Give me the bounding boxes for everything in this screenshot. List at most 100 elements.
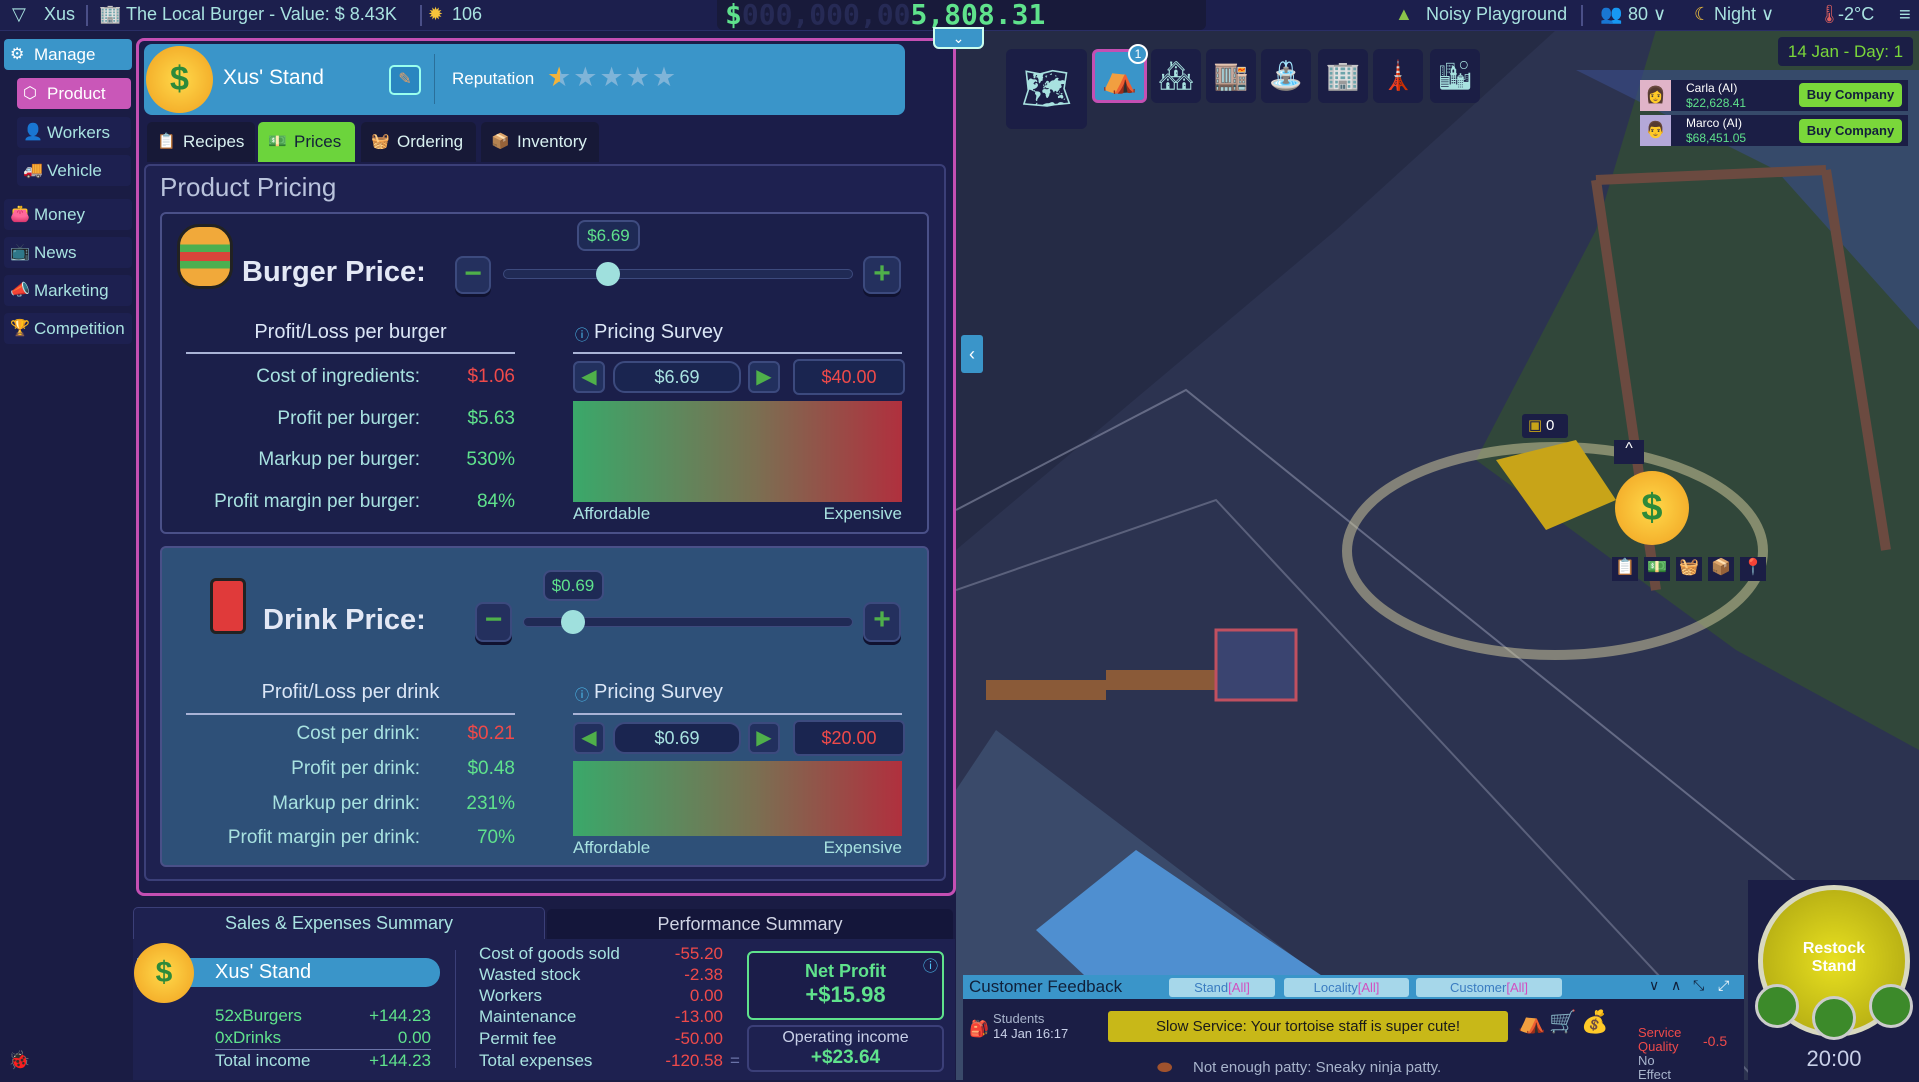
burger-price-slider[interactable]	[503, 269, 853, 279]
tab-label: Inventory	[517, 132, 587, 151]
burger-price-slider-handle[interactable]	[596, 262, 620, 286]
filter-customer[interactable]: Customer[All]	[1416, 978, 1562, 997]
row-value: $0.21	[467, 723, 515, 744]
filter-label: Locality	[1313, 980, 1358, 995]
chevron-down-icon: ∨	[1653, 4, 1667, 24]
sidebar-label: News	[34, 243, 77, 262]
arrow-right-icon: ▶	[756, 366, 772, 388]
star-icon: ★	[547, 62, 574, 92]
play-speed-2-button[interactable]	[1812, 996, 1856, 1040]
chevron-up-icon[interactable]: ∧	[1671, 977, 1682, 993]
time-of-day-dropdown[interactable]: Night ∨	[1714, 4, 1774, 25]
location-tower-icon[interactable]: 🏙	[1430, 49, 1480, 103]
bug-report-icon[interactable]: 🐞	[8, 1050, 31, 1070]
sidebar-item-money[interactable]: 👛 Money	[4, 199, 132, 230]
equals-sign: =	[730, 1051, 740, 1070]
edit-name-pencil-icon[interactable]: ✎	[389, 65, 421, 95]
player-name[interactable]: Xus	[44, 4, 76, 24]
drink-price-decrease-button[interactable]: −	[475, 602, 512, 642]
row-value: $5.63	[467, 408, 515, 429]
clipboard-icon: 📋	[157, 133, 176, 150]
row-label: Profit margin per burger:	[214, 491, 420, 512]
population-dropdown[interactable]: 80 ∨	[1628, 4, 1666, 25]
podium-icon: 🏆	[10, 320, 30, 337]
chevron-up-icon[interactable]: ^	[1614, 440, 1644, 464]
stand-avatar-money-bag-icon[interactable]: $	[1615, 471, 1689, 545]
expensive-label: Expensive	[823, 838, 902, 857]
sidebar-item-product[interactable]: ⬡ Product	[17, 78, 131, 109]
minimize-icon[interactable]: ⤡	[1693, 977, 1705, 993]
burger-price-title: Burger Price:	[242, 256, 426, 288]
play-speed-1-button[interactable]	[1755, 984, 1799, 1028]
play-speed-3-button[interactable]	[1869, 984, 1913, 1028]
row-label: Cost of ingredients:	[256, 366, 420, 387]
cash-icon[interactable]: 💵	[1644, 557, 1670, 581]
help-icon[interactable]: ⓘ	[575, 687, 589, 703]
sidebar-item-vehicle[interactable]: 🚚 Vehicle	[17, 155, 131, 186]
stand-avatar-money-bag-icon: $	[134, 943, 194, 1003]
burger-price-increase-button[interactable]: +	[863, 256, 901, 294]
sidebar-item-manage[interactable]: ⚙ Manage	[4, 39, 132, 70]
sidebar-item-marketing[interactable]: 📣 Marketing	[4, 275, 132, 306]
survey-next-button[interactable]: ▶	[748, 361, 780, 393]
company-value[interactable]: The Local Burger - Value: $ 8.43K	[126, 4, 397, 24]
expand-panel-chevron-left-icon[interactable]: ‹	[961, 335, 983, 373]
filter-locality[interactable]: Locality[All]	[1284, 978, 1409, 997]
sidebar-label: Competition	[34, 319, 125, 338]
filter-stand[interactable]: Stand[All]	[1169, 978, 1275, 997]
playground-icon: ⛺	[1518, 1009, 1546, 1034]
expand-icon[interactable]: ⤢	[1718, 977, 1730, 993]
tab-inventory[interactable]: 📦 Inventory	[481, 122, 599, 162]
chevron-down-icon[interactable]: ∨	[1649, 977, 1660, 993]
location-name[interactable]: Noisy Playground	[1426, 4, 1568, 24]
tab-prices[interactable]: 💵 Prices	[258, 122, 355, 162]
location-shop-icon[interactable]: 🏬	[1206, 49, 1256, 103]
drink-price-slider-handle[interactable]	[560, 610, 585, 634]
buy-company-button[interactable]: Buy Company	[1799, 119, 1902, 143]
bench	[1106, 670, 1216, 690]
sidebar-item-news[interactable]: 📺 News	[4, 237, 132, 268]
help-icon[interactable]: ⓘ	[575, 327, 589, 343]
backpack-icon: 🎒	[969, 1021, 989, 1038]
clipboard-icon[interactable]: 📋	[1612, 557, 1638, 581]
location-office-icon[interactable]: 🏢	[1318, 49, 1368, 103]
map-icon[interactable]: 🗺	[1006, 49, 1087, 129]
help-icon[interactable]: ⓘ	[922, 958, 938, 975]
tab-performance[interactable]: Performance Summary	[547, 909, 953, 939]
food-cart[interactable]	[1496, 440, 1616, 530]
location-house-icon[interactable]: 🏘	[1151, 49, 1201, 103]
tab-sales-expenses[interactable]: Sales & Expenses Summary	[133, 907, 545, 939]
tab-ordering[interactable]: 🧺 Ordering	[361, 122, 476, 162]
page-title: Product Pricing	[160, 172, 337, 202]
hamburger-menu-icon[interactable]: ≡	[1899, 4, 1911, 26]
thermometer-icon: 🌡	[1818, 4, 1841, 24]
sidebar-item-workers[interactable]: 👤 Workers	[17, 117, 131, 148]
row-label: Profit margin per drink:	[227, 827, 420, 848]
buy-company-button[interactable]: Buy Company	[1799, 83, 1902, 107]
survey-prev-button[interactable]: ◀	[573, 361, 605, 393]
drink-price-increase-button[interactable]: +	[863, 602, 901, 642]
drink-price-slider[interactable]	[523, 617, 853, 627]
tab-label: Ordering	[397, 132, 464, 151]
collapse-panel-button[interactable]: ⌄	[933, 27, 984, 49]
survey-next-button[interactable]: ▶	[748, 722, 780, 754]
people-icon: 👥	[1600, 4, 1623, 24]
dollar-icon: $	[725, 0, 742, 31]
feedback-list: 🎒 Students 14 Jan 16:17 Slow Service: Yo…	[963, 999, 1744, 1082]
survey-prev-button[interactable]: ◀	[573, 722, 605, 754]
basket-icon[interactable]: 🧺	[1676, 557, 1702, 581]
sidebar-item-competition[interactable]: 🏆 Competition	[4, 313, 132, 344]
filter-value: [All]	[1506, 980, 1529, 995]
box-icon[interactable]: 📦	[1708, 557, 1734, 581]
location-fountain-icon[interactable]: ⛲	[1261, 49, 1311, 103]
burger-price-decrease-button[interactable]: −	[455, 256, 491, 294]
tab-recipes[interactable]: 📋 Recipes	[147, 122, 255, 162]
drink-price-title: Drink Price:	[263, 604, 426, 636]
stand-avatar-money-bag-icon: $	[146, 46, 213, 113]
location-monument-icon[interactable]: 🗼	[1373, 49, 1423, 103]
tv-icon: 📺	[10, 244, 30, 261]
total-income-label: Total income	[215, 1051, 311, 1070]
player-menu-icon[interactable]: ▽	[12, 4, 26, 24]
net-profit-value: +$15.98	[805, 982, 886, 1007]
map-pin-icon[interactable]: 📍	[1740, 557, 1766, 581]
